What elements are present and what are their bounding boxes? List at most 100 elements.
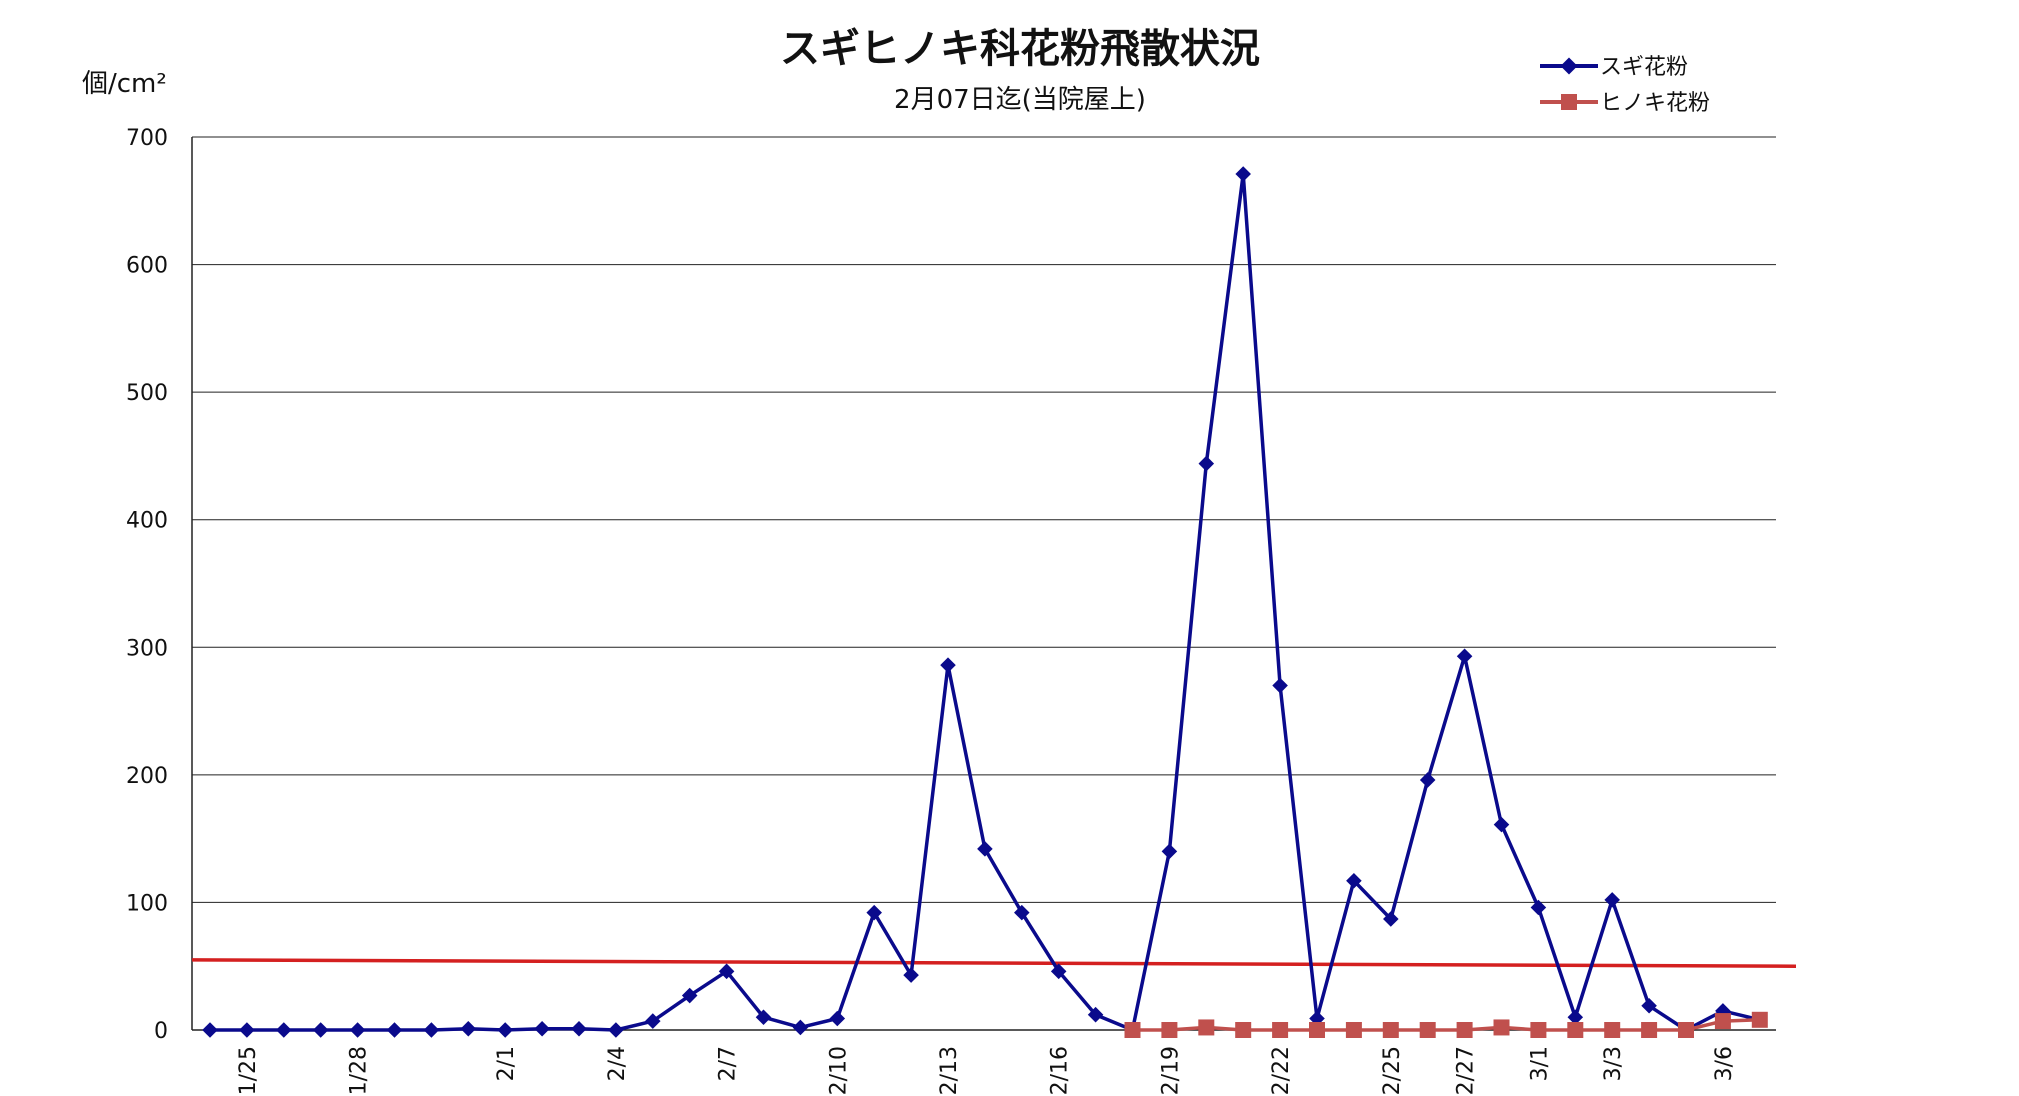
y-axis-unit-label: 個/cm² (82, 69, 167, 99)
data-point (1198, 455, 1215, 472)
data-point (1419, 1022, 1436, 1038)
chart-title: スギヒノキ科花粉飛散状況 (780, 26, 1260, 72)
data-point (1530, 1022, 1547, 1038)
data-point (866, 904, 882, 921)
x-tick-label: 2/1 (494, 1046, 519, 1081)
data-point (718, 963, 735, 980)
data-point (645, 1013, 661, 1029)
x-tick-label: 3/6 (1712, 1046, 1737, 1081)
y-tick-label: 600 (126, 254, 168, 279)
x-tick-label: 2/13 (937, 1046, 962, 1095)
data-point (1419, 772, 1436, 788)
x-tick-label: 1/28 (347, 1046, 372, 1095)
data-point (1309, 1022, 1325, 1038)
data-point (1161, 843, 1178, 860)
data-point (1493, 816, 1510, 833)
data-point (1456, 1022, 1473, 1038)
data-point (1641, 997, 1657, 1014)
x-tick-label: 2/22 (1269, 1046, 1294, 1095)
data-point (1161, 1022, 1178, 1038)
data-point (1641, 1022, 1658, 1038)
data-point (1050, 963, 1067, 980)
data-point (1567, 1009, 1584, 1026)
legend-label-sugi: スギ花粉 (1600, 55, 1688, 80)
data-point (1346, 872, 1362, 889)
data-point (755, 1009, 772, 1026)
reference-line (191, 958, 1797, 968)
data-point (276, 1022, 292, 1038)
data-point (1456, 648, 1473, 664)
data-point (1383, 911, 1399, 927)
data-point (239, 1022, 255, 1038)
data-point (1272, 677, 1288, 694)
legend: スギ花粉 ヒノキ花粉 (1540, 55, 1710, 116)
legend-label-hinoki: ヒノキ花粉 (1600, 91, 1710, 116)
series-line (210, 172, 1761, 1032)
x-axis-ticks: 1/25 1/28 2/1 2/4 2/7 2/10 2/13 2/16 2/19 2/22 2/2… (236, 1046, 1737, 1095)
y-tick-label: 500 (126, 381, 168, 406)
x-tick-label: 2/7 (716, 1046, 741, 1081)
y-tick-label: 100 (126, 891, 168, 916)
data-point (1530, 899, 1547, 916)
y-tick-label: 700 (126, 126, 168, 151)
data-point (903, 967, 919, 983)
gridlines (191, 136, 1776, 1031)
data-point (1272, 1022, 1289, 1038)
x-tick-label: 1/25 (236, 1046, 261, 1095)
data-point (497, 1022, 513, 1038)
y-tick-label: 200 (126, 764, 168, 789)
series-sugi (202, 166, 1768, 1038)
x-tick-label: 2/27 (1454, 1046, 1479, 1095)
y-tick-label: 400 (126, 509, 168, 534)
data-point (829, 1010, 846, 1027)
data-point (1345, 1022, 1362, 1038)
data-point (977, 841, 993, 857)
legend-marker-hinoki (1561, 94, 1577, 110)
data-point (460, 1020, 477, 1037)
data-point (202, 1022, 218, 1038)
data-point (1014, 904, 1030, 921)
data-point (1087, 1006, 1104, 1023)
data-point (1714, 1013, 1731, 1030)
data-point (1124, 1022, 1141, 1038)
x-tick-label: 3/3 (1601, 1046, 1626, 1081)
legend-item-sugi: スギ花粉 (1540, 55, 1688, 80)
data-point (312, 1022, 329, 1038)
data-point (349, 1022, 366, 1038)
x-tick-label: 2/4 (605, 1046, 630, 1081)
data-point (423, 1022, 440, 1038)
x-tick-label: 2/19 (1158, 1046, 1183, 1095)
data-point (571, 1020, 587, 1037)
reference-line-path (191, 958, 1797, 968)
series-line (1132, 1018, 1760, 1032)
data-point (1382, 1022, 1399, 1038)
data-point (1751, 1011, 1768, 1028)
series-hinoki (1124, 1011, 1768, 1038)
data-point (534, 1020, 550, 1037)
x-tick-label: 2/10 (826, 1046, 851, 1095)
data-point (1604, 892, 1620, 908)
x-tick-label: 2/16 (1048, 1046, 1073, 1095)
data-point (792, 1019, 809, 1036)
legend-marker-sugi (1560, 57, 1578, 75)
data-point (608, 1022, 624, 1038)
x-tick-label: 3/1 (1527, 1046, 1552, 1081)
data-point (1678, 1022, 1694, 1038)
data-point (1604, 1022, 1621, 1038)
data-point (681, 987, 698, 1004)
data-point (940, 657, 956, 673)
y-tick-label: 0 (154, 1019, 168, 1044)
data-point (1198, 1019, 1215, 1036)
data-point (1567, 1022, 1584, 1038)
y-tick-label: 300 (126, 636, 168, 661)
series-group (202, 166, 1768, 1038)
y-axis-ticks: 0 100 200 300 400 500 600 700 (126, 126, 168, 1044)
x-tick-label: 2/25 (1380, 1046, 1405, 1095)
data-point (1493, 1019, 1510, 1036)
data-point (386, 1022, 403, 1038)
data-point (1235, 166, 1251, 182)
data-point (1235, 1022, 1252, 1038)
chart-subtitle: 2月07日迄(当院屋上) (894, 85, 1146, 115)
legend-item-hinoki: ヒノキ花粉 (1540, 91, 1710, 116)
